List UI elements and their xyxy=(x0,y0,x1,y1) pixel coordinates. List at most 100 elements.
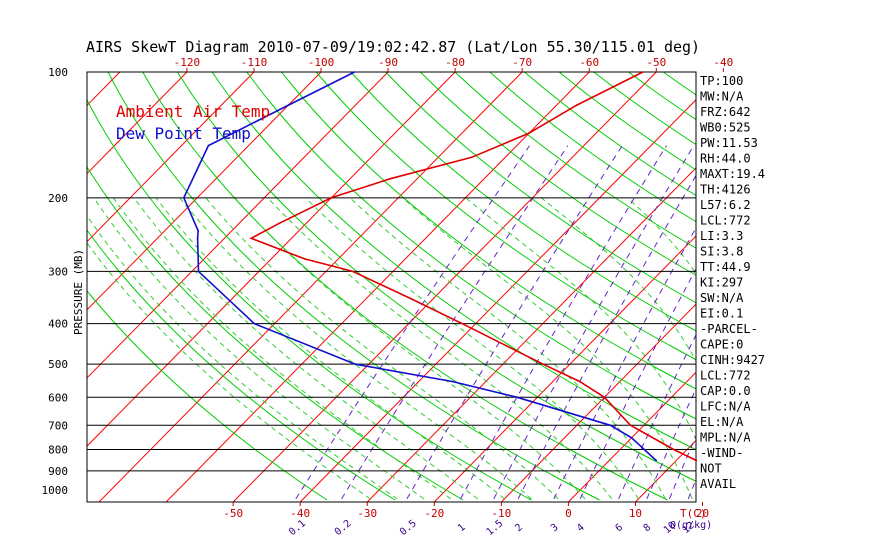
chart-title: AIRS SkewT Diagram 2010-07-09/19:02:42.8… xyxy=(86,38,700,56)
mixing-ratio-tick-label: 8 xyxy=(642,522,654,534)
moist-adiabat xyxy=(234,197,586,500)
pressure-tick-label: 400 xyxy=(48,318,68,331)
air-temp-point xyxy=(330,196,333,199)
dry-adiabat xyxy=(315,72,696,361)
isotherm-line xyxy=(98,72,523,502)
moist-adiabat xyxy=(540,197,696,362)
pressure-tick-label: 600 xyxy=(48,391,68,404)
plot-frame xyxy=(86,71,697,503)
pressure-tick-label: 300 xyxy=(48,265,68,278)
dry-adiabat xyxy=(211,72,696,451)
legend-ambient-air-temp: Ambient Air Temp xyxy=(116,102,270,121)
dry-adiabat xyxy=(176,72,696,482)
dry-adiabat xyxy=(107,72,600,501)
dry-adiabat xyxy=(87,290,328,501)
dew-point-point xyxy=(196,237,199,240)
dew-point-point xyxy=(655,459,658,462)
dry-adiabat xyxy=(489,72,696,223)
index-item: FRZ:642 xyxy=(700,105,751,119)
mixing-ratio-tick-label: 1.5 xyxy=(484,518,505,538)
isotherm-line xyxy=(87,72,322,311)
dry-adiabat xyxy=(87,98,532,501)
legend: Ambient Air Temp Dew Point Temp xyxy=(116,102,270,143)
air-temp-point xyxy=(389,177,392,180)
moist-adiabat xyxy=(133,197,478,500)
bottom-temp-tick-label: -30 xyxy=(357,507,377,520)
mixing-ratio-axis-label: Q(g/kg) xyxy=(670,520,712,531)
dry-adiabat xyxy=(87,229,396,501)
isotherm-line xyxy=(366,167,696,502)
air-temp-point xyxy=(672,448,675,451)
isotherm-line xyxy=(0,72,53,502)
mixing-ratio-line xyxy=(788,146,870,499)
index-item: KI:297 xyxy=(700,276,743,290)
isotherm-line xyxy=(87,72,188,175)
dew-point-point xyxy=(182,196,185,199)
air-temp-point xyxy=(470,156,473,159)
air-temp-point xyxy=(641,71,644,73)
index-item: CAP:0.0 xyxy=(700,384,751,398)
dry-adiabat xyxy=(87,166,464,501)
index-item: EI:0.1 xyxy=(700,307,743,321)
pressure-tick-label: 700 xyxy=(48,419,68,432)
mixing-ratio-tick-label: 0.2 xyxy=(333,518,354,538)
mixing-ratio-line xyxy=(743,146,870,499)
dry-adiabat xyxy=(420,72,696,276)
index-item: LFC:N/A xyxy=(700,400,751,414)
dry-adiabat xyxy=(281,72,696,390)
isotherm-line xyxy=(299,99,696,502)
mixing-ratio-tick-label: 3 xyxy=(549,522,561,534)
dry-adiabat xyxy=(558,72,696,171)
bottom-temp-tick-label: -40 xyxy=(290,507,310,520)
air-temp-point xyxy=(575,104,578,106)
moist-adiabat xyxy=(155,197,505,500)
pressure-tick-label: 800 xyxy=(48,443,68,456)
isotherm-line xyxy=(87,72,121,107)
index-item: -PARCEL- xyxy=(700,322,758,336)
isotherm-line xyxy=(165,72,590,502)
index-item: CAPE:0 xyxy=(700,338,743,352)
dry-adiabat xyxy=(350,72,696,332)
pressure-tick-label: 1000 xyxy=(42,484,69,497)
dry-adiabat xyxy=(524,72,696,197)
air-temp-point xyxy=(278,222,281,225)
moist-adiabat xyxy=(87,214,398,500)
pressure-tick-label: 200 xyxy=(48,192,68,205)
top-temp-tick-label: -80 xyxy=(445,56,465,69)
dry-adiabat xyxy=(767,72,870,500)
mixing-ratio-line xyxy=(821,146,870,499)
top-temp-tick-label: -90 xyxy=(378,56,398,69)
legend-dew-point-temp: Dew Point Temp xyxy=(116,124,251,143)
index-item: RH:44.0 xyxy=(700,152,751,166)
bottom-temp-tick-label: 0 xyxy=(565,507,572,520)
dew-point-point xyxy=(207,144,210,147)
dry-adiabat xyxy=(246,72,696,420)
temp-axis-label: T(C) xyxy=(680,507,707,520)
pressure-tick-label: 100 xyxy=(48,66,68,79)
air-temp-point xyxy=(411,298,414,301)
mixing-ratio-tick-label: 4 xyxy=(575,522,587,534)
moist-adiabat xyxy=(402,197,693,500)
index-item: LCL:772 xyxy=(700,369,751,383)
mixing-ratio-line xyxy=(493,145,695,500)
dry-adiabat xyxy=(454,72,696,249)
moist-adiabat xyxy=(205,197,559,500)
moist-adiabat xyxy=(465,197,696,441)
moist-adiabat xyxy=(349,197,666,500)
air-temp-point xyxy=(542,363,545,366)
isotherm-line xyxy=(232,72,657,502)
plot-area xyxy=(0,71,870,503)
moist-adiabat xyxy=(305,197,639,500)
dew-point-point xyxy=(287,104,290,106)
mixing-ratio-tick-label: 1 xyxy=(456,522,468,534)
moist-adiabat xyxy=(93,197,425,500)
series-layer xyxy=(182,71,698,462)
index-item: PW:11.53 xyxy=(700,136,758,150)
dew-point-point xyxy=(516,396,519,399)
index-item: MAXT:19.4 xyxy=(700,167,765,181)
mixing-ratio-tick-label: 0.5 xyxy=(398,518,419,538)
bottom-temp-tick-label: -10 xyxy=(491,507,511,520)
isotherm-line xyxy=(433,235,696,502)
